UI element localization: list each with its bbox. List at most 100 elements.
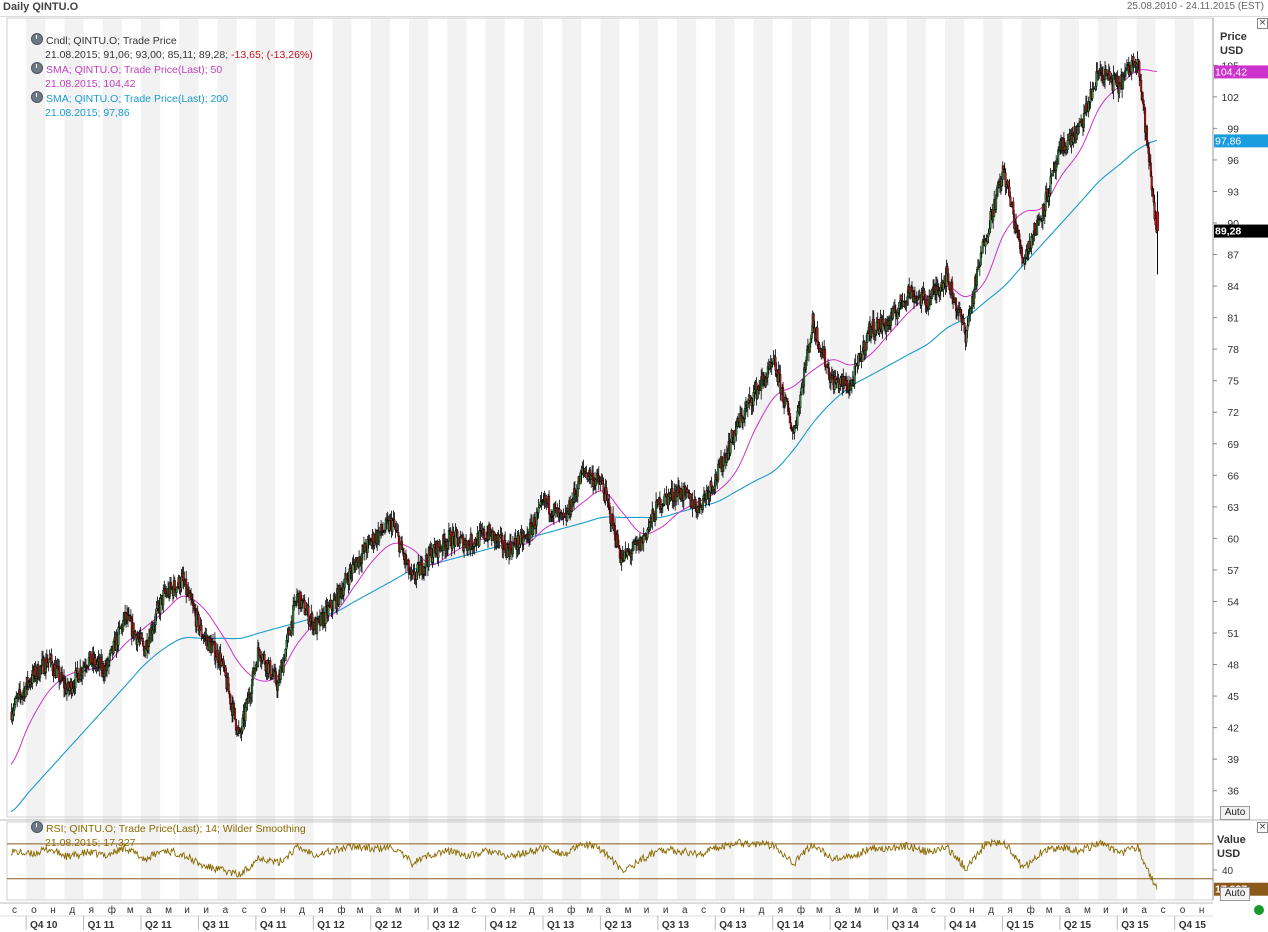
month-label: д (759, 905, 765, 916)
candle-up (967, 326, 969, 331)
candle-up (463, 545, 465, 552)
candle-up (385, 519, 387, 530)
candle-up (730, 442, 732, 453)
candle-down (143, 641, 145, 646)
candle-down (672, 488, 674, 500)
price-marker-label: 97,86 (1215, 135, 1241, 147)
candle-down (666, 494, 668, 496)
candle-down (963, 318, 965, 323)
candle-up (333, 600, 335, 611)
quarter-label: Q1 11 (88, 920, 115, 931)
candle-up (254, 668, 256, 673)
candle-down (737, 418, 739, 422)
clock-icon[interactable] (31, 62, 43, 74)
y-tick-label: 54 (1227, 596, 1239, 608)
y-tick-label: 93 (1227, 186, 1239, 198)
legend-row-sma50[interactable]: SMA; QINTU.O; Trade Price(Last); 50 (31, 62, 313, 77)
candle-up (152, 630, 154, 634)
candle-down (58, 667, 60, 682)
candle-up (931, 289, 933, 298)
candle-down (37, 665, 39, 679)
candle-up (1031, 237, 1033, 248)
quarter-label: Q4 10 (30, 920, 58, 931)
legend-row-candle-values: 21.08.2015; 91,06; 93,00; 85,11; 89,28; … (31, 48, 313, 62)
candle-up (1052, 171, 1054, 176)
month-label: м (395, 905, 402, 916)
month-label: ф (1027, 904, 1035, 916)
candle-up (352, 564, 354, 573)
month-band (1136, 18, 1155, 900)
month-label: и (893, 905, 899, 916)
legend-row-candle[interactable]: Cndl; QINTU.O; Trade Price (31, 33, 313, 48)
legend-rsi-value: 21.08.2015; 17,327 (45, 837, 136, 849)
quarter-label: Q4 14 (949, 920, 977, 931)
candle-up (419, 565, 421, 575)
quarter-label: Q2 11 (145, 920, 172, 931)
candle-up (139, 639, 141, 640)
month-label: м (1046, 905, 1053, 916)
legend-row-rsi[interactable]: RSI; QINTU.O; Trade Price(Last); 14; Wil… (31, 821, 306, 836)
y-tick-label: 72 (1227, 407, 1239, 419)
month-label: а (452, 905, 458, 916)
candle-up (958, 310, 960, 312)
candle-up (939, 291, 941, 295)
candle-down (758, 387, 760, 389)
candle-up (670, 494, 672, 497)
candle-up (797, 411, 799, 425)
quarter-label: Q4 11 (260, 920, 287, 931)
candle-down (779, 370, 781, 374)
price-marker-label: 89,28 (1215, 226, 1241, 238)
clock-icon[interactable] (31, 821, 43, 833)
candle-down (948, 274, 950, 282)
candle-up (144, 649, 146, 656)
candle-down (402, 550, 404, 554)
month-label: о (491, 905, 497, 916)
month-label: а (1141, 905, 1147, 916)
candle-down (483, 529, 485, 539)
candle-up (973, 290, 975, 304)
candle-down (610, 507, 612, 523)
candle-down (740, 414, 742, 416)
month-label: с (931, 905, 936, 916)
clock-icon[interactable] (31, 33, 43, 45)
candle-up (241, 731, 243, 733)
clock-icon[interactable] (31, 91, 43, 103)
rsi-auto-scale-button[interactable]: Auto (1220, 887, 1250, 901)
legend-sma200-value: 21.08.2015; 97,86 (45, 107, 130, 119)
candle-up (663, 504, 665, 505)
legend-row-sma200[interactable]: SMA; QINTU.O; Trade Price(Last); 200 (31, 91, 313, 106)
candle-down (617, 535, 619, 547)
candle-down (652, 510, 654, 514)
y-tick-label: 48 (1227, 660, 1239, 672)
y-tick-label: 87 (1227, 250, 1239, 262)
y-tick-label: 39 (1227, 754, 1239, 766)
candle-up (748, 400, 750, 403)
y-tick-label: 51 (1227, 628, 1239, 640)
candle-down (510, 542, 512, 551)
candle-up (854, 366, 856, 384)
candle-up (976, 270, 978, 286)
month-label: м (357, 905, 364, 916)
month-label: с (1161, 905, 1166, 916)
candle-up (88, 658, 90, 667)
candle-up (532, 527, 534, 535)
quarter-label: Q3 13 (662, 920, 690, 931)
candle-up (595, 480, 597, 486)
candle-down (198, 614, 200, 631)
candle-up (876, 322, 878, 331)
price-auto-scale-button[interactable]: Auto (1220, 806, 1250, 820)
candle-down (1111, 79, 1113, 82)
candle-up (355, 562, 357, 570)
candle-down (695, 505, 697, 512)
price-panel-close-icon[interactable]: × (1257, 18, 1268, 29)
candle-up (989, 229, 991, 234)
candle-down (776, 370, 778, 374)
candle-up (1079, 121, 1081, 123)
candle-up (538, 508, 540, 513)
candle-up (649, 523, 651, 528)
rsi-panel-close-icon[interactable]: × (1257, 822, 1268, 833)
candle-up (810, 338, 812, 343)
month-band (294, 18, 313, 900)
y-tick-label: 36 (1227, 786, 1239, 798)
